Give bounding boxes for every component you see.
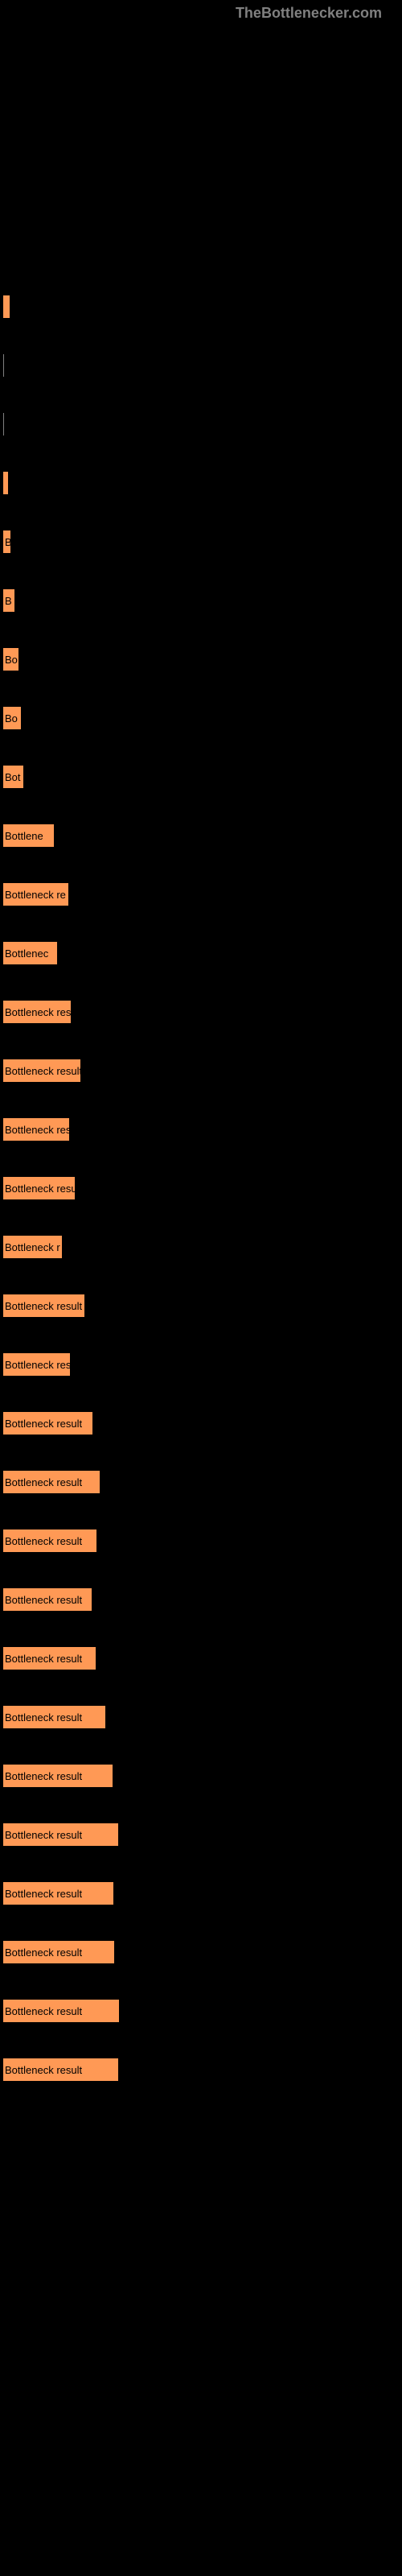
bar-label: Bottleneck result bbox=[5, 2005, 82, 2017]
watermark-text: TheBottlenecker.com bbox=[0, 0, 402, 22]
chart-bar: Bottleneck result bbox=[3, 1647, 96, 1670]
bar-label: Bottleneck result bbox=[5, 1535, 82, 1547]
bar-label: Bottleneck result bbox=[5, 1065, 80, 1077]
chart-bar: Bottleneck res bbox=[3, 1353, 70, 1376]
bar-label: Bottleneck result bbox=[5, 1418, 82, 1430]
chart-bar: Bottleneck result bbox=[3, 1706, 105, 1728]
bar-row: Bo bbox=[3, 707, 402, 729]
bar-row bbox=[3, 472, 402, 494]
chart-bar: Bottlenec bbox=[3, 942, 57, 964]
bar-row: Bottlenec bbox=[3, 942, 402, 964]
bar-row: Bottleneck result bbox=[3, 1530, 402, 1552]
bar-row: Bo bbox=[3, 648, 402, 671]
bar-row: Bottleneck result bbox=[3, 1765, 402, 1787]
chart-bar: Bottleneck result bbox=[3, 1530, 96, 1552]
chart-bar: Bottleneck res bbox=[3, 1118, 69, 1141]
bar-row: Bottleneck res bbox=[3, 1353, 402, 1376]
bar-label: Bo bbox=[5, 654, 18, 666]
chart-bar: Bottleneck result bbox=[3, 1471, 100, 1493]
bar-row: Bottleneck result bbox=[3, 1588, 402, 1611]
bar-label: Bottleneck result bbox=[5, 1946, 82, 1959]
bar-label: Bottleneck result bbox=[5, 1711, 82, 1724]
chart-bar: B bbox=[3, 589, 14, 612]
bar-label: Bottleneck result bbox=[5, 2064, 82, 2076]
bar-label: Bottleneck r bbox=[5, 1241, 60, 1253]
bar-row: Bottleneck r bbox=[3, 1236, 402, 1258]
chart-bar: Bottleneck result bbox=[3, 1294, 84, 1317]
bar-row: Bottleneck result bbox=[3, 1882, 402, 1905]
chart-bar: Bottleneck re bbox=[3, 883, 68, 906]
bar-row: Bottleneck result bbox=[3, 2058, 402, 2081]
chart-bar bbox=[3, 413, 4, 436]
bar-row: Bottleneck result bbox=[3, 2000, 402, 2022]
chart-bar: Bottleneck result bbox=[3, 1588, 92, 1611]
chart-bar: Bo bbox=[3, 648, 18, 671]
bar-label: Bottleneck res bbox=[5, 1006, 71, 1018]
chart-bar: Bottleneck result bbox=[3, 1941, 114, 1963]
chart-bar: Bottleneck resu bbox=[3, 1177, 75, 1199]
chart-bar: Bot bbox=[3, 766, 23, 788]
bar-row: Bottleneck result bbox=[3, 1412, 402, 1435]
chart-bar: Bottleneck result bbox=[3, 1059, 80, 1082]
bar-label: Bottleneck re bbox=[5, 889, 66, 901]
bar-row: Bottleneck result bbox=[3, 1471, 402, 1493]
bar-row: Bottleneck result bbox=[3, 1059, 402, 1082]
bar-label: Bottleneck result bbox=[5, 1476, 82, 1488]
bar-label: Bot bbox=[5, 771, 21, 783]
bar-label: Bottleneck result bbox=[5, 1829, 82, 1841]
bar-label: Bottlene bbox=[5, 830, 43, 842]
bar-row: Bottleneck result bbox=[3, 1823, 402, 1846]
bar-row: Bottleneck res bbox=[3, 1001, 402, 1023]
chart-bar: Bottleneck result bbox=[3, 2000, 119, 2022]
bar-row: Bot bbox=[3, 766, 402, 788]
bar-label: Bottlenec bbox=[5, 947, 48, 960]
chart-bar: Bottleneck result bbox=[3, 1412, 92, 1435]
bar-row bbox=[3, 295, 402, 318]
bar-row: Bottleneck re bbox=[3, 883, 402, 906]
chart-bar bbox=[3, 472, 8, 494]
bar-label: Bottleneck result bbox=[5, 1888, 82, 1900]
chart-bar bbox=[3, 354, 4, 377]
bar-row: Bottleneck result bbox=[3, 1941, 402, 1963]
bar-label: B bbox=[5, 536, 10, 548]
chart-bar: B bbox=[3, 530, 10, 553]
bar-label: Bottleneck result bbox=[5, 1770, 82, 1782]
bar-label: Bo bbox=[5, 712, 18, 724]
chart-bar: Bottleneck result bbox=[3, 1823, 118, 1846]
chart-bar: Bottleneck result bbox=[3, 1882, 113, 1905]
bar-row: B bbox=[3, 530, 402, 553]
bar-row: Bottleneck resu bbox=[3, 1177, 402, 1199]
bar-row: Bottleneck result bbox=[3, 1647, 402, 1670]
bar-chart: B B Bo Bo Bot Bottlene Bottleneck re Bottlenec B… bbox=[0, 22, 402, 2133]
bar-row bbox=[3, 354, 402, 377]
chart-bar: Bo bbox=[3, 707, 21, 729]
bar-row: Bottleneck res bbox=[3, 1118, 402, 1141]
bar-row: B bbox=[3, 589, 402, 612]
bar-label: Bottleneck result bbox=[5, 1653, 82, 1665]
chart-bar: Bottleneck res bbox=[3, 1001, 71, 1023]
bar-row: Bottleneck result bbox=[3, 1706, 402, 1728]
chart-bar bbox=[3, 295, 10, 318]
bar-label: Bottleneck res bbox=[5, 1124, 69, 1136]
chart-bar: Bottleneck result bbox=[3, 1765, 113, 1787]
bar-label: Bottleneck res bbox=[5, 1359, 70, 1371]
bar-row: Bottlene bbox=[3, 824, 402, 847]
bar-row bbox=[3, 413, 402, 436]
bar-label: Bottleneck resu bbox=[5, 1183, 75, 1195]
chart-bar: Bottleneck r bbox=[3, 1236, 62, 1258]
bar-label: Bottleneck result bbox=[5, 1300, 82, 1312]
bar-row: Bottleneck result bbox=[3, 1294, 402, 1317]
chart-bar: Bottleneck result bbox=[3, 2058, 118, 2081]
bar-label: Bottleneck result bbox=[5, 1594, 82, 1606]
chart-bar: Bottlene bbox=[3, 824, 54, 847]
bar-label: B bbox=[5, 595, 12, 607]
